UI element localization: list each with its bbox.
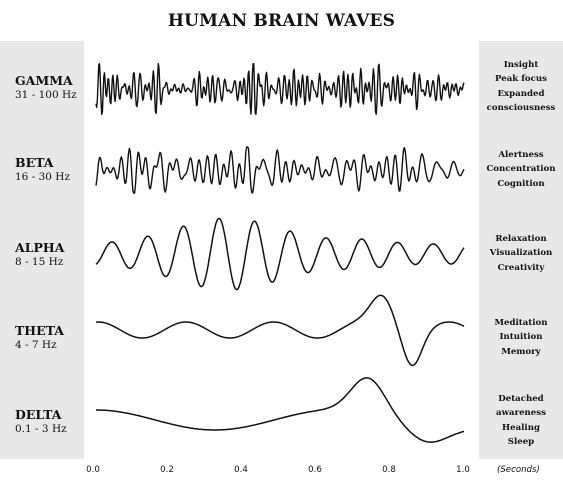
x-tick-label: 0.2 bbox=[160, 465, 174, 475]
theta-state: Intuition bbox=[499, 332, 543, 343]
delta-wave-trace bbox=[96, 377, 465, 443]
alpha-state: Visualization bbox=[489, 248, 553, 259]
delta-state: Detached bbox=[498, 394, 544, 404]
delta-name: DELTA bbox=[15, 407, 62, 422]
theta-range: 4 - 7 Hz bbox=[15, 339, 57, 351]
beta-state: Cognition bbox=[497, 178, 545, 189]
gamma-wave-trace bbox=[95, 63, 465, 115]
x-tick-label: 0.8 bbox=[382, 465, 396, 475]
alpha-range: 8 - 15 Hz bbox=[15, 256, 64, 268]
beta-state: Alertness bbox=[498, 150, 544, 160]
x-tick-label: 1.0 bbox=[456, 465, 470, 475]
gamma-state: Insight bbox=[503, 60, 539, 70]
beta-wave-trace bbox=[95, 146, 465, 194]
mental-state-panel bbox=[479, 41, 563, 459]
x-axis-unit: (Seconds) bbox=[497, 465, 540, 475]
beta-state: Concentration bbox=[486, 164, 556, 175]
alpha-name: ALPHA bbox=[15, 240, 65, 255]
beta-states: Alertness Concentration Cognition bbox=[479, 148, 563, 191]
delta-range: 0.1 - 3 Hz bbox=[15, 423, 67, 435]
gamma-name: GAMMA bbox=[15, 73, 73, 88]
x-tick-label: 0.4 bbox=[234, 465, 248, 475]
theta-states: Meditation Intuition Memory bbox=[479, 316, 563, 359]
alpha-state: Relaxation bbox=[495, 234, 547, 244]
theta-name: THETA bbox=[15, 323, 64, 338]
gamma-state: Peak focus bbox=[495, 74, 547, 85]
gamma-range: 31 - 100 Hz bbox=[15, 89, 77, 101]
delta-states: Detached awareness Healing Sleep bbox=[479, 392, 563, 449]
alpha-wave-trace bbox=[95, 217, 465, 291]
alpha-states: Relaxation Visualization Creativity bbox=[479, 232, 563, 275]
gamma-state: Expanded bbox=[497, 88, 545, 99]
beta-range: 16 - 30 Hz bbox=[15, 171, 70, 183]
gamma-state: consciousness bbox=[486, 102, 556, 113]
delta-state: Sleep bbox=[507, 436, 535, 447]
wave-name-panel bbox=[0, 41, 84, 459]
x-tick-label: 0.0 bbox=[86, 465, 100, 475]
x-tick-label: 0.6 bbox=[308, 465, 322, 475]
delta-state: Healing bbox=[502, 422, 540, 433]
theta-state: Meditation bbox=[494, 318, 548, 328]
theta-state: Memory bbox=[501, 346, 541, 357]
alpha-state: Creativity bbox=[497, 262, 545, 273]
delta-state: awareness bbox=[496, 408, 546, 419]
beta-name: BETA bbox=[15, 155, 54, 170]
theta-wave-trace bbox=[95, 294, 465, 367]
diagram-title: HUMAN BRAIN WAVES bbox=[167, 11, 396, 31]
gamma-states: Insight Peak focus Expanded consciousnes… bbox=[479, 58, 563, 115]
